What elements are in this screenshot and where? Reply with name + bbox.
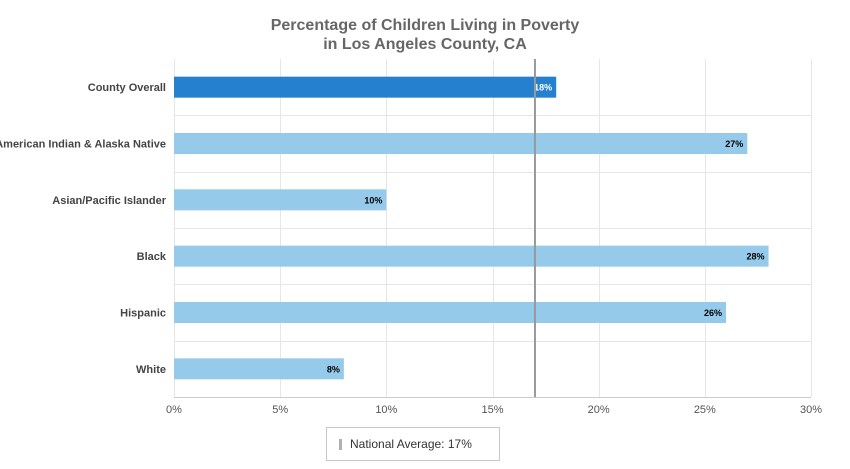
data-label: 8% (327, 364, 340, 374)
legend-marker-national-average (339, 438, 342, 450)
bar (174, 302, 727, 323)
bar (174, 245, 769, 267)
category-label: Black (137, 251, 167, 263)
x-tick-label: 25% (694, 404, 716, 416)
chart-title-line-2: in Los Angeles County, CA (323, 36, 527, 53)
category-label: County Overall (88, 82, 166, 94)
x-tick-label: 30% (800, 404, 822, 416)
x-tick-label: 20% (588, 404, 610, 416)
data-label: 28% (747, 252, 765, 262)
x-tick-label: 5% (272, 404, 288, 416)
legend[interactable]: National Average: 17% (326, 427, 500, 461)
x-tick-label: 15% (481, 404, 503, 416)
x-tick-label: 0% (166, 404, 182, 416)
x-tick-label: 10% (375, 404, 397, 416)
data-label: 26% (704, 308, 722, 318)
bar (174, 76, 557, 98)
category-label: Hispanic (120, 308, 166, 320)
bar (174, 133, 748, 154)
bar (174, 189, 387, 211)
category-label: American Indian & Alaska Native (0, 139, 166, 151)
chart-title-line-1: Percentage of Children Living in Poverty (270, 17, 580, 34)
data-label: 10% (364, 195, 382, 205)
category-label: White (136, 364, 166, 376)
legend-label-national-average: National Average: 17% (350, 437, 472, 451)
category-label: Asian/Pacific Islander (52, 195, 166, 207)
data-label: 27% (725, 139, 743, 149)
bar (174, 358, 344, 380)
data-label: 18% (534, 83, 552, 93)
